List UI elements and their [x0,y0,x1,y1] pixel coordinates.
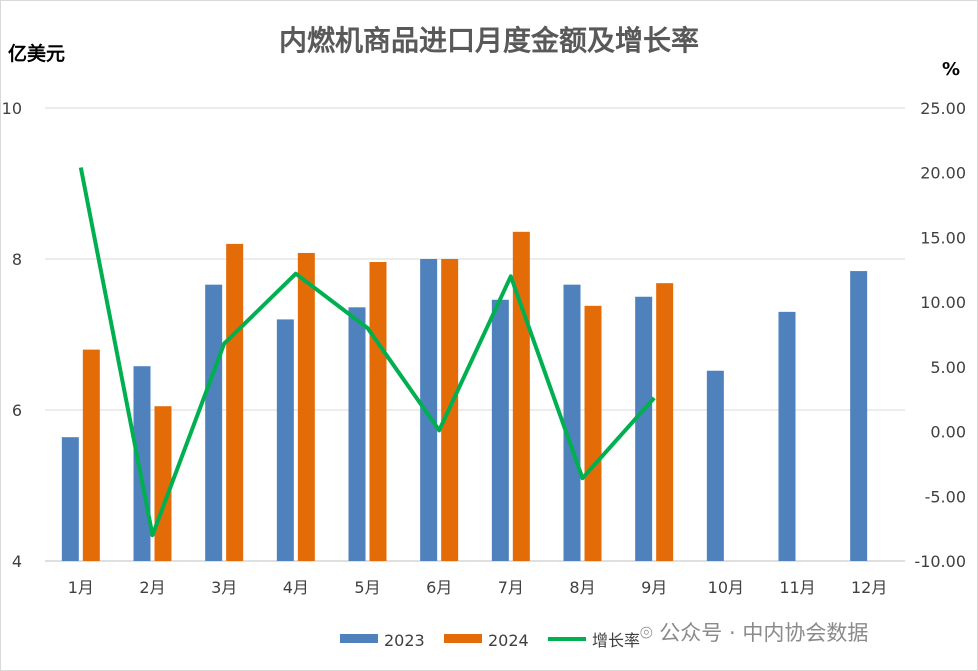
y-right-unit: % [942,59,960,80]
x-tick-label: 8月 [569,578,595,597]
x-tick-label: 3月 [211,578,237,597]
bar-2023 [635,296,653,561]
x-tick-label: 2月 [139,578,165,597]
bar-2024 [154,406,172,561]
wechat-icon: ⌾ [640,621,653,645]
watermark: ⌾ 公众号 · 中内协会数据 [640,617,868,647]
bar-2023 [706,370,724,561]
y-right-tick-label: 15.00 [920,228,966,247]
y-left-tick-label: 8 [12,250,22,269]
x-tick-label: 5月 [354,578,380,597]
x-tick-label: 1月 [68,578,94,597]
bar-2023 [61,437,79,561]
x-tick-label: 12月 [851,578,887,597]
legend-swatch-2023 [340,634,378,643]
y-left-tick-label: 4 [12,552,22,571]
x-tick-label: 7月 [498,578,524,597]
bar-2023 [276,319,294,561]
y-left-tick-label: 10 [2,99,22,118]
watermark-text: 公众号 · 中内协会数据 [659,621,869,645]
bar-2023 [491,299,509,561]
x-tick-label: 4月 [283,578,309,597]
bar-2024 [297,252,315,561]
bar-2024 [512,231,530,561]
bar-2023 [850,271,868,561]
bar-2024 [584,305,602,561]
bar-2023 [205,284,223,561]
legend-label: 2023 [384,631,425,650]
x-tick-label: 9月 [641,578,667,597]
bar-2024 [656,283,674,561]
bar-2023 [563,284,581,561]
y-right-tick-label: 10.00 [920,293,966,312]
x-tick-label: 10月 [708,578,744,597]
y-right-tick-label: -10.00 [914,552,966,571]
bar-2024 [226,243,244,561]
bar-2023 [348,307,366,561]
bar-2023 [133,366,151,561]
y-right-tick-label: 5.00 [930,358,966,377]
bar-2024 [82,349,100,561]
y-right-tick-label: -5.00 [925,487,966,506]
y-right-tick-label: 20.00 [920,164,966,183]
y-left-unit: 亿美元 [8,42,65,65]
bar-2023 [420,259,438,561]
y-right-tick-label: 25.00 [920,99,966,118]
x-tick-label: 11月 [779,578,815,597]
y-right-tick-label: 0.00 [930,423,966,442]
legend-swatch-2024 [444,634,482,643]
legend-label: 增长率 [592,631,640,650]
line-增长率 [78,167,656,538]
y-left-tick-label: 6 [12,401,22,420]
bar-2023 [778,311,796,561]
chart-title: 内燃机商品进口月度金额及增长率 [279,24,699,57]
bar-2024 [369,262,387,561]
x-tick-label: 6月 [426,578,452,597]
legend-label: 2024 [488,631,529,650]
